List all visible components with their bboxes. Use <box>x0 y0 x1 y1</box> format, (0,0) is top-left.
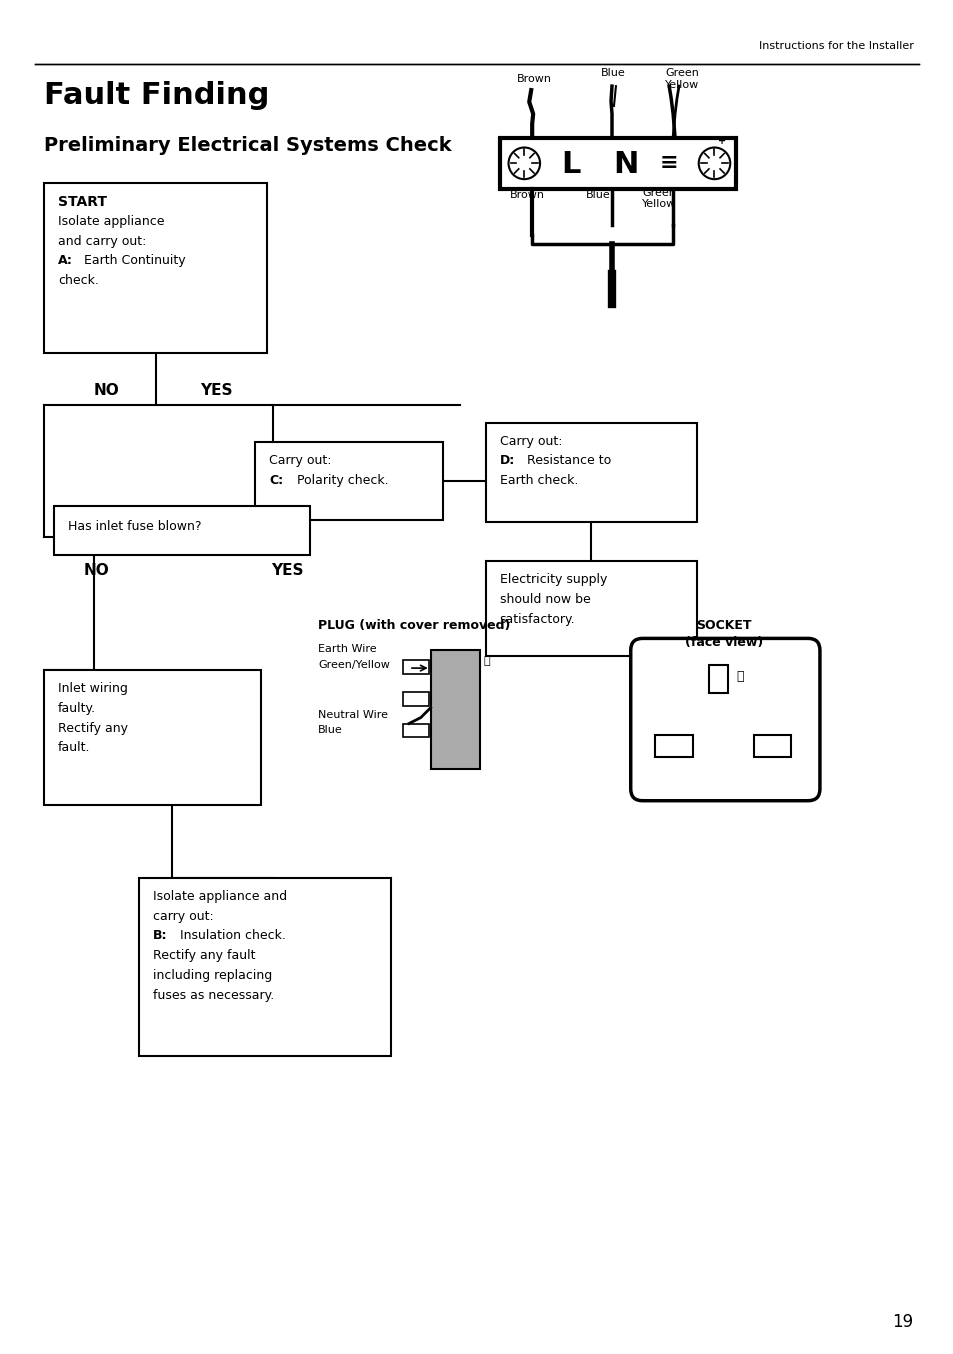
Text: Rectify any fault: Rectify any fault <box>152 949 255 963</box>
Text: Earth Wire: Earth Wire <box>318 645 376 654</box>
Text: Earth check.: Earth check. <box>499 474 578 487</box>
Text: Insulation check.: Insulation check. <box>176 929 286 942</box>
Text: Blue: Blue <box>585 190 610 200</box>
Text: PLUG (with cover removed): PLUG (with cover removed) <box>318 619 510 631</box>
Bar <box>139 877 391 1056</box>
Text: Instructions for the Installer: Instructions for the Installer <box>758 42 913 51</box>
Text: check.: check. <box>58 274 99 287</box>
Text: YES: YES <box>271 563 303 578</box>
Text: including replacing: including replacing <box>152 969 272 982</box>
Text: N: N <box>613 150 638 180</box>
Text: should now be: should now be <box>499 593 590 605</box>
Text: NO: NO <box>93 383 119 398</box>
Text: Carry out:: Carry out: <box>269 455 332 467</box>
Bar <box>485 422 696 521</box>
Text: ≡: ≡ <box>659 153 678 173</box>
Text: ⏚: ⏚ <box>736 670 743 682</box>
Text: Brown: Brown <box>517 74 551 84</box>
Text: Resistance to: Resistance to <box>523 455 611 467</box>
Text: Isolate appliance and: Isolate appliance and <box>152 890 287 903</box>
Text: satisfactory.: satisfactory. <box>499 612 575 626</box>
Bar <box>403 661 428 674</box>
Text: NO: NO <box>84 563 110 578</box>
Text: Blue: Blue <box>318 726 343 735</box>
Text: A:: A: <box>58 255 73 267</box>
Text: Fault Finding: Fault Finding <box>45 81 270 110</box>
Text: START: START <box>58 195 107 209</box>
Bar <box>403 692 428 705</box>
Bar <box>255 443 442 520</box>
Text: +: + <box>718 135 726 146</box>
Text: SOCKET: SOCKET <box>696 619 751 631</box>
Text: and carry out:: and carry out: <box>58 234 147 248</box>
Bar <box>45 183 267 353</box>
Bar <box>403 723 428 738</box>
Text: Yellow: Yellow <box>664 80 699 91</box>
Text: Rectify any: Rectify any <box>58 722 128 734</box>
Text: Polarity check.: Polarity check. <box>293 474 388 487</box>
Text: (face view): (face view) <box>684 636 762 650</box>
Text: Has inlet fuse blown?: Has inlet fuse blown? <box>68 520 201 532</box>
Text: Inlet wiring: Inlet wiring <box>58 682 128 695</box>
Bar <box>54 506 310 555</box>
Text: Green: Green <box>641 188 676 198</box>
Text: Green/Yellow: Green/Yellow <box>318 661 390 670</box>
Text: 19: 19 <box>891 1313 913 1331</box>
Bar <box>45 670 261 804</box>
Text: Yellow: Yellow <box>641 199 676 209</box>
Text: Preliminary Electrical Systems Check: Preliminary Electrical Systems Check <box>45 135 452 154</box>
Text: Electricity supply: Electricity supply <box>499 573 606 586</box>
Text: Earth Continuity: Earth Continuity <box>80 255 185 267</box>
Bar <box>499 138 736 190</box>
FancyBboxPatch shape <box>630 638 819 800</box>
Text: Neutral Wire: Neutral Wire <box>318 709 388 720</box>
Bar <box>708 665 727 693</box>
Text: L: L <box>560 150 579 180</box>
Bar <box>655 735 692 757</box>
Text: Blue: Blue <box>600 68 625 79</box>
Text: fuses as necessary.: fuses as necessary. <box>152 988 274 1002</box>
Text: ⏚: ⏚ <box>483 657 490 666</box>
Text: Isolate appliance: Isolate appliance <box>58 215 165 227</box>
Text: fault.: fault. <box>58 742 91 754</box>
Text: Green: Green <box>664 68 699 79</box>
Text: C:: C: <box>269 474 283 487</box>
Text: D:: D: <box>499 455 515 467</box>
Bar <box>430 650 479 769</box>
Text: Brown: Brown <box>509 190 544 200</box>
Text: carry out:: carry out: <box>152 910 213 922</box>
Text: Carry out:: Carry out: <box>499 435 561 448</box>
Text: YES: YES <box>200 383 233 398</box>
Bar <box>753 735 791 757</box>
Bar <box>485 561 696 657</box>
Text: faulty.: faulty. <box>58 701 96 715</box>
Text: B:: B: <box>152 929 167 942</box>
